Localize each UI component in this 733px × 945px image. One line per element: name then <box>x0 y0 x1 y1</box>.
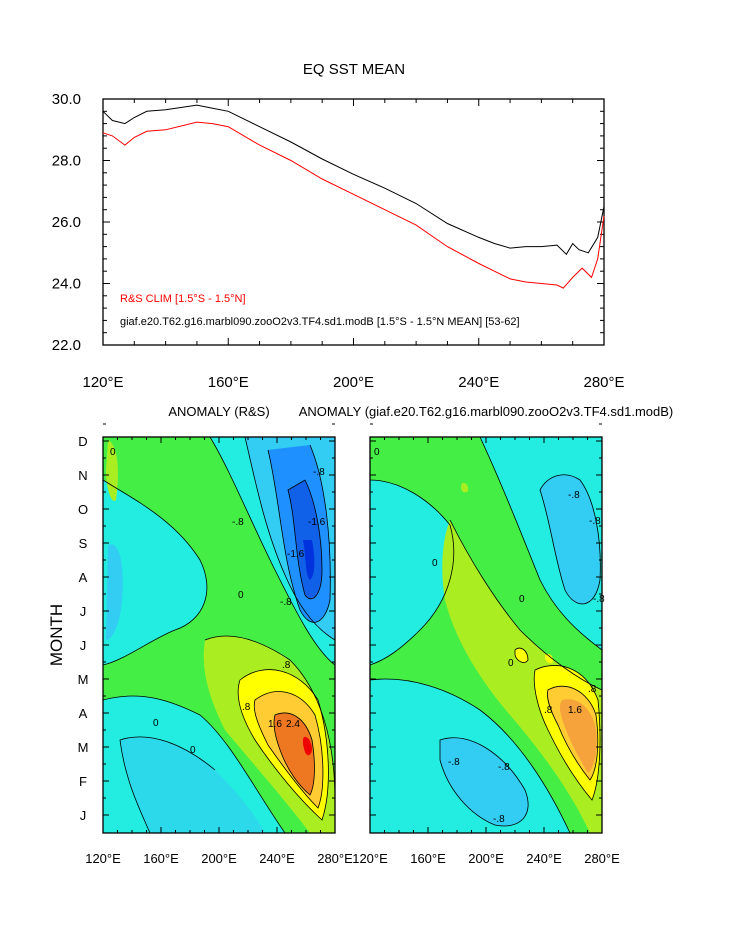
contour-label: 0 <box>519 594 525 605</box>
region-pos-west <box>106 440 118 501</box>
x-tick-label: 120°E <box>352 851 388 866</box>
contour-label: 0 <box>190 745 196 756</box>
line-chart: EQ SST MEAN 120°E 160°E 200°E 240°E 280°E 22.… <box>52 61 625 391</box>
contour-label: .8 <box>544 705 553 716</box>
y-tick-label: 28.0 <box>52 153 81 170</box>
contour-label: 0 <box>432 558 438 569</box>
x-tick-label: 120°E <box>82 374 123 391</box>
region-neg-lower-inner <box>440 737 529 826</box>
contour-label: -1.6 <box>308 517 326 528</box>
month-tick-label: N <box>78 468 87 483</box>
region-neg-west <box>370 480 454 665</box>
x-tick-label: 280°E <box>583 374 624 391</box>
x-tick-label: 160°E <box>208 374 249 391</box>
month-tick-label: F <box>79 774 87 789</box>
x-tick-label: 200°E <box>201 851 237 866</box>
month-tick-label: J <box>80 638 87 653</box>
line-chart-title: EQ SST MEAN <box>303 61 405 78</box>
contour-panel-model: ANOMALY (giaf.e20.T62.g16.marbl090.zooO2… <box>299 404 674 866</box>
contour-label: -1.6 <box>287 549 305 560</box>
month-tick-label: S <box>79 536 88 551</box>
month-tick-label: O <box>78 502 88 517</box>
line-chart-frame <box>102 98 605 346</box>
contour-label: 0 <box>110 447 116 458</box>
region-neg-west-inner <box>106 544 123 640</box>
region-neg-west <box>103 480 207 665</box>
x-tick-label: 200°E <box>468 851 504 866</box>
region-pos-east-4 <box>273 712 315 795</box>
contour-label: -.8 <box>593 594 605 605</box>
contour-label: -.8 <box>232 517 244 528</box>
legend-entry-rs-clim: R&S CLIM [1.5°S - 1.5°N] <box>120 293 246 305</box>
y-tick-label: 22.0 <box>52 337 81 354</box>
contour-label: -.8 <box>568 490 580 501</box>
contour-panel-model-title: ANOMALY (giaf.e20.T62.g16.marbl090.zooO2… <box>299 404 674 419</box>
region-yellow-small <box>515 648 528 663</box>
legend-entry-model: giaf.e20.T62.g16.marbl090.zooO2v3.TF4.sd… <box>120 316 520 328</box>
series-line-model <box>102 104 605 256</box>
contour-label: 1.6 <box>568 705 582 716</box>
contour-labels-rs: .8 .8 1.6 2.4 -.8 -1.6 -1.6 -.8 -.8 0 0 … <box>110 447 326 756</box>
month-tick-label: M <box>78 740 89 755</box>
y-tick-label: 26.0 <box>52 214 81 231</box>
region-pos-east-4 <box>559 699 597 773</box>
contour-fill-rs <box>103 437 335 833</box>
series-line-rs-clim <box>102 121 605 289</box>
x-tick-label: 160°E <box>143 851 179 866</box>
x-tick-label: 160°E <box>410 851 446 866</box>
month-tick-label: J <box>80 604 87 619</box>
contour-label: -.8 <box>448 757 460 768</box>
region-pos-west <box>461 482 469 493</box>
contour-label: 1.6 <box>268 719 282 730</box>
month-tick-label: M <box>78 672 89 687</box>
month-tick-label: A <box>79 706 88 721</box>
contour-label: 0 <box>374 447 380 458</box>
contour-label: -.8 <box>313 467 325 478</box>
contour-label: 2.4 <box>286 719 300 730</box>
line-chart-ticks: 120°E 160°E 200°E 240°E 280°E 22.0 24.0 26.0 28.… <box>52 91 625 391</box>
region-neg-lower-inner <box>120 736 265 833</box>
month-tick-label: D <box>78 434 87 449</box>
region-neg-east-2 <box>540 474 601 604</box>
x-tick-label: 120°E <box>85 851 121 866</box>
contour-fill-model <box>370 437 602 833</box>
contour-label: 0 <box>153 718 159 729</box>
x-tick-label: 280°E <box>317 851 353 866</box>
region-neg-east-core <box>303 540 315 580</box>
contour-panel-rs: ANOMALY (R&S) MONTH <box>47 404 353 866</box>
x-tick-label: 280°E <box>584 851 620 866</box>
month-tick-label: J <box>80 808 87 823</box>
y-tick-label: 30.0 <box>52 91 81 108</box>
contour-lines-rs <box>103 437 335 833</box>
contour-label: 0 <box>238 590 244 601</box>
x-tick-label: 240°E <box>458 374 499 391</box>
contour-label: .8 <box>282 660 291 671</box>
contour-label: .8 <box>588 684 597 695</box>
contour-label: -.8 <box>493 814 505 825</box>
x-tick-label: 240°E <box>259 851 295 866</box>
line-chart-series <box>102 104 605 289</box>
x-tick-label: 240°E <box>526 851 562 866</box>
contour-label: -.8 <box>498 762 510 773</box>
x-tick-label: 200°E <box>333 374 374 391</box>
contour-labels-model: 0 0 0 -.8 -.8 -.8 .8 1.6 .8 -.8 -.8 -.8 … <box>374 447 605 825</box>
region-yellow-small-2 <box>545 653 554 664</box>
region-pos-east-core <box>302 736 312 756</box>
contour-panel-model-ticks: 120°E 160°E 200°E 240°E 280°E <box>352 423 620 866</box>
month-tick-label: A <box>79 570 88 585</box>
contour-label: -.8 <box>589 516 601 527</box>
contour-lines-model <box>370 437 602 833</box>
contour-panel-rs-ticks: 120°E 160°E 200°E 240°E 280°E J F M A M J J A S O N D <box>78 423 353 866</box>
y-tick-label: 24.0 <box>52 276 81 293</box>
contour-label: .8 <box>242 702 251 713</box>
contour-label: -.8 <box>280 597 292 608</box>
month-axis-label: MONTH <box>47 604 66 666</box>
contour-label: 0 <box>508 658 514 669</box>
contour-panel-rs-title: ANOMALY (R&S) <box>168 404 269 419</box>
